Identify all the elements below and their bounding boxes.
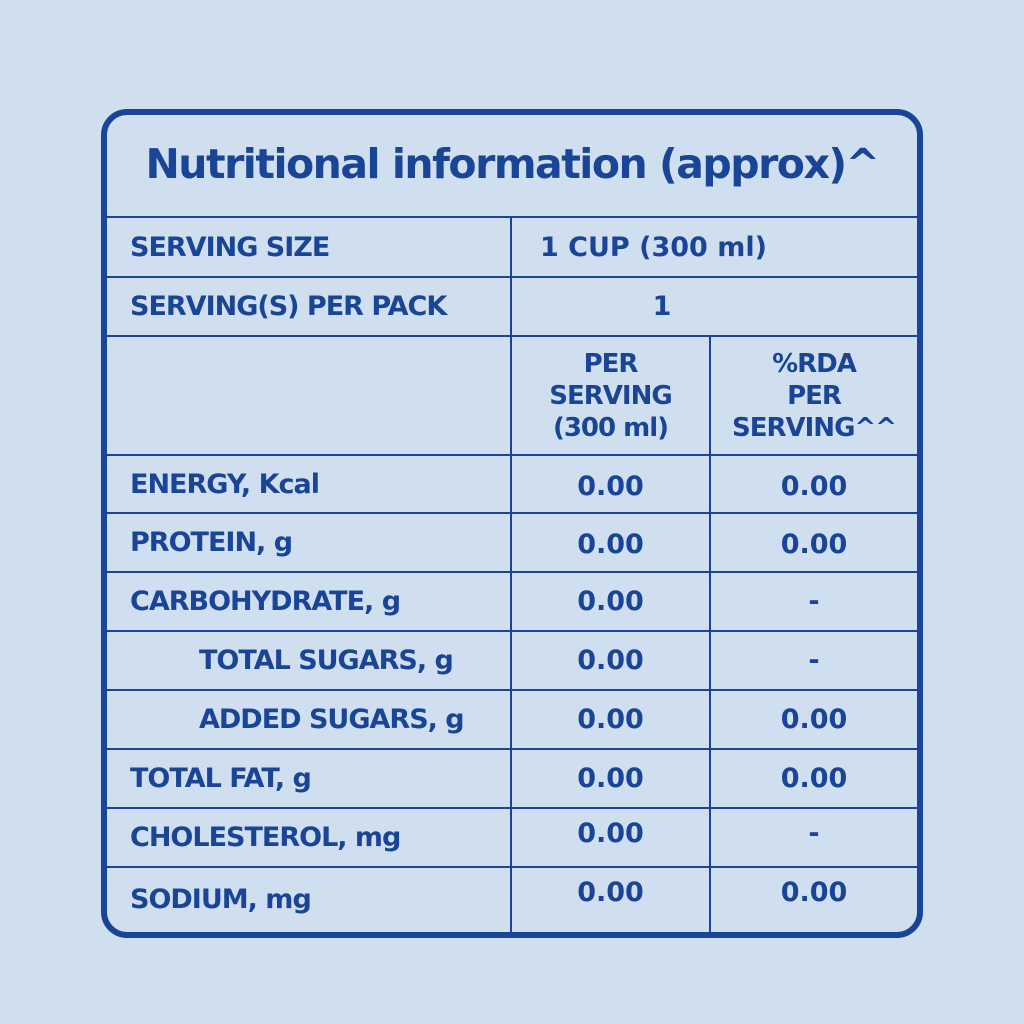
row-label: ADDED SUGARS, g [199, 704, 465, 735]
row-per-serving: 0.00 [577, 818, 644, 849]
rule-row [107, 512, 917, 514]
row-rda: 0.00 [780, 470, 848, 502]
row-per-serving: 0.00 [577, 645, 644, 676]
serving-size-label: SERVING SIZE [130, 231, 330, 263]
nutrition-panel: Nutritional information (approx)^ SERVIN… [101, 109, 923, 938]
header-per-serving: PER SERVING (300 ml) [549, 348, 672, 443]
rule-serving-size [107, 276, 917, 278]
row-label: CHOLESTEROL, mg [130, 822, 401, 853]
row-rda: - [808, 586, 820, 617]
rule-row [107, 689, 917, 691]
rule-row [107, 571, 917, 573]
row-per-serving: 0.00 [577, 470, 644, 502]
row-rda: 0.00 [780, 704, 848, 735]
row-label: CARBOHYDRATE, g [130, 586, 401, 617]
row-rda: 0.00 [780, 763, 848, 794]
row-rda: - [808, 645, 820, 676]
row-label: PROTEIN, g [130, 527, 293, 558]
rule-title [107, 216, 917, 218]
rule-row [107, 866, 917, 868]
row-label: TOTAL FAT, g [130, 763, 312, 794]
row-rda: 0.00 [780, 529, 848, 560]
row-per-serving: 0.00 [577, 704, 644, 735]
rule-col-2 [709, 335, 711, 932]
row-per-serving: 0.00 [577, 877, 644, 908]
rule-row [107, 748, 917, 750]
row-per-serving: 0.00 [577, 763, 644, 794]
rule-col-1 [510, 216, 512, 932]
serving-size-value: 1 CUP (300 ml) [540, 231, 767, 263]
row-rda: 0.00 [780, 877, 848, 908]
panel-title: Nutritional information (approx)^ [145, 139, 880, 188]
row-per-serving: 0.00 [577, 586, 644, 617]
header-rda: %RDA PER SERVING^^ [732, 348, 897, 443]
rule-row [107, 630, 917, 632]
row-label: SODIUM, mg [130, 883, 312, 915]
rule-row [107, 807, 917, 809]
servings-per-pack-label: SERVING(S) PER PACK [130, 291, 447, 322]
row-per-serving: 0.00 [577, 529, 644, 560]
row-label: TOTAL SUGARS, g [199, 645, 454, 676]
servings-per-pack-value: 1 [652, 291, 672, 322]
row-rda: - [808, 818, 820, 849]
row-label: ENERGY, Kcal [130, 468, 320, 500]
rule-servings-per-pack [107, 335, 917, 337]
rule-column-headers [107, 454, 917, 456]
